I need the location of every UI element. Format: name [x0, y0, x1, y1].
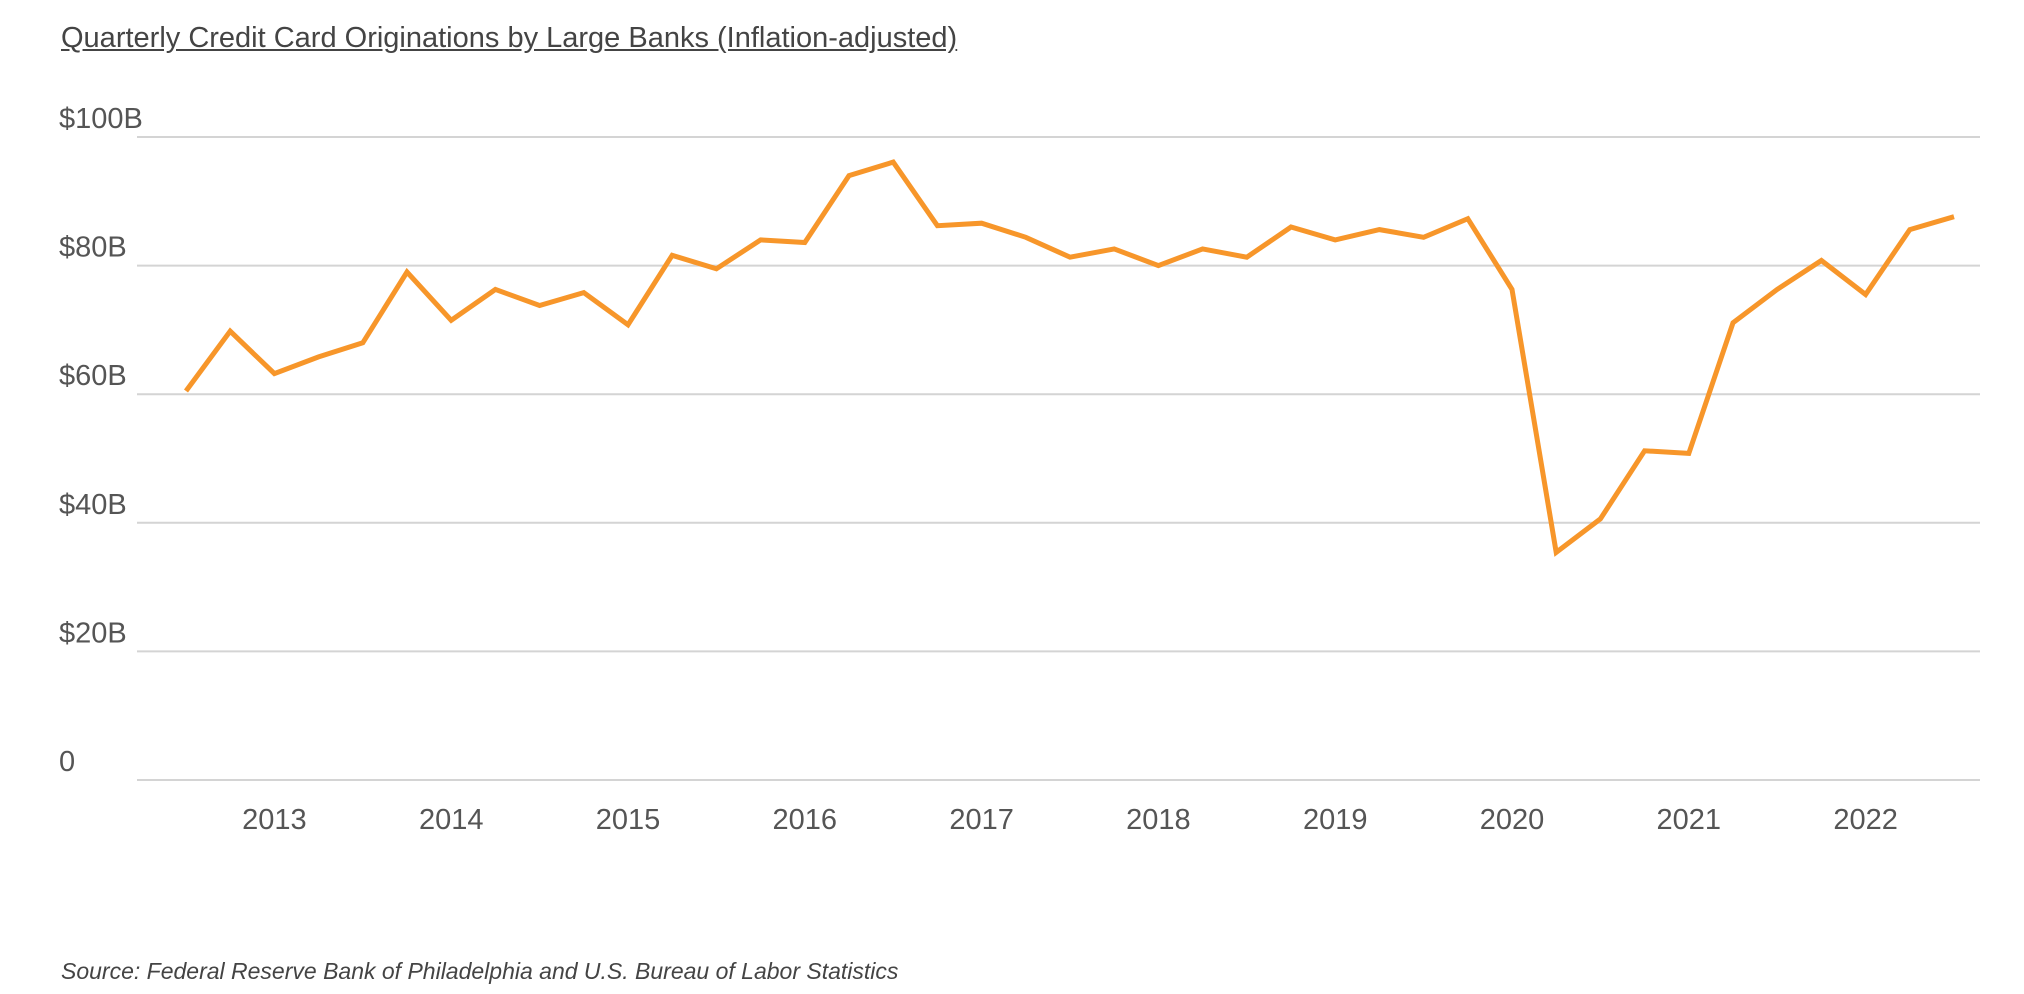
y-axis-ticks: 0 $20B $40B $60B $80B $100B [59, 103, 143, 778]
x-tick-label: 2013 [242, 804, 307, 836]
y-tick-label: $40B [59, 489, 127, 521]
chart-title: Quarterly Credit Card Originations by La… [61, 22, 958, 54]
gridlines [137, 136, 1980, 781]
series-group [183, 159, 1955, 557]
x-tick-label: 2017 [949, 804, 1014, 836]
x-tick-label: 2020 [1480, 804, 1545, 836]
series-line [183, 159, 1955, 557]
y-tick-label: $20B [59, 617, 127, 649]
y-tick-label: $100B [59, 103, 143, 135]
source-note: Source: Federal Reserve Bank of Philadel… [61, 958, 899, 984]
x-tick-label: 2016 [773, 804, 838, 836]
x-tick-label: 2014 [419, 804, 484, 836]
x-axis-ticks: 2013 2014 2015 2016 2017 2018 2019 2020 2021 2022 [242, 804, 1898, 836]
x-tick-label: 2021 [1657, 804, 1722, 836]
y-tick-label: 0 [59, 746, 75, 778]
x-tick-label: 2019 [1303, 804, 1368, 836]
x-tick-label: 2022 [1833, 804, 1898, 836]
y-tick-label: $80B [59, 232, 127, 264]
y-tick-label: $60B [59, 360, 127, 392]
x-tick-label: 2018 [1126, 804, 1191, 836]
x-tick-label: 2015 [596, 804, 661, 836]
